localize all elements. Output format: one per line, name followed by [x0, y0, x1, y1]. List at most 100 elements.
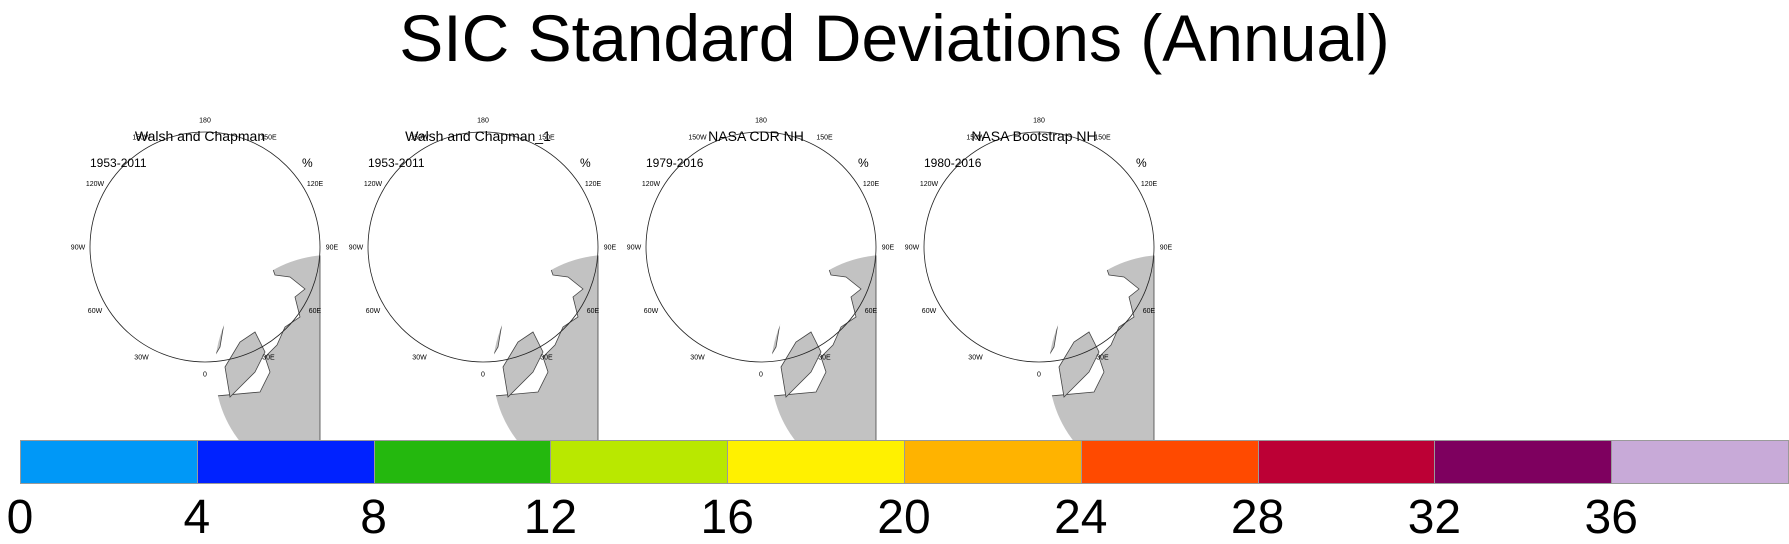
map-panel: 180 150E 120E 90E 60E 30E 0 30W 60W 90W 120W 150W Wa…: [349, 118, 658, 478]
longitude-label: 180: [199, 118, 211, 125]
ocean: [646, 132, 876, 362]
longitude-label: 120W: [364, 181, 383, 188]
map-panel: 180 150E 120E 90E 60E 30E 0 30W 60W 90W 120W 150W NA…: [627, 118, 936, 478]
longitude-label: 150E: [260, 135, 277, 142]
colorbar-box: [1611, 440, 1789, 484]
panel-title: Walsh and Chapman_1: [405, 128, 551, 144]
colorbar-box: [1257, 440, 1436, 484]
longitude-label: 60E: [1143, 308, 1156, 315]
colorbar-tick-label: 4: [183, 491, 211, 544]
longitude-label: 60E: [587, 308, 600, 315]
colorbar-box: [727, 440, 905, 484]
panel-title: Walsh and Chapman: [134, 128, 266, 144]
longitude-label: 150W: [132, 135, 151, 142]
colorbar-tick-label: 20: [877, 491, 931, 544]
polar-map: 180 150E 120E 90E 60E 30E 0 30W 60W 90W 120W 150W: [905, 118, 1173, 478]
colorbar-box: [1080, 440, 1259, 484]
colorbar-tick-label: 16: [700, 491, 754, 544]
polar-map: 180 150E 120E 90E 60E 30E 0 30W 60W 90W 120W 150W: [349, 118, 617, 478]
colorbar-box: [20, 440, 198, 484]
map-panel: 180 150E 120E 90E 60E 30E 0 30W 60W 90W 120W 150W Wa…: [71, 118, 380, 478]
longitude-label: 60E: [309, 308, 322, 315]
panel-title: NASA Bootstrap NH: [971, 128, 1097, 144]
longitude-label: 180: [1033, 118, 1045, 125]
longitude-label: 120E: [307, 181, 324, 188]
longitude-label: 90W: [71, 245, 86, 252]
longitude-label: 120E: [1141, 181, 1158, 188]
longitude-label: 90E: [882, 245, 895, 252]
longitude-label: 0: [481, 372, 485, 379]
panel-unit: %: [302, 156, 313, 170]
longitude-label: 120W: [920, 181, 939, 188]
colorbar-tick-label: 28: [1230, 491, 1285, 544]
longitude-label: 0: [1037, 372, 1041, 379]
longitude-label: 60W: [366, 308, 381, 315]
map-boundary: [645, 131, 877, 363]
longitude-label: 90E: [604, 245, 617, 252]
polar-map: 180 150E 120E 90E 60E 30E 0 30W 60W 90W 120W 150W: [627, 118, 895, 478]
longitude-label: 0: [759, 372, 763, 379]
longitude-label: 90E: [1160, 245, 1173, 252]
map-boundary: [923, 131, 1155, 363]
panel-period: 1953-2011: [368, 156, 425, 170]
longitude-label: 150E: [816, 135, 833, 142]
ocean: [368, 132, 598, 362]
colorbar: [20, 440, 1789, 486]
longitude-label: 180: [477, 118, 489, 125]
colorbar-tick-label: 8: [360, 491, 387, 544]
longitude-label: 150W: [410, 135, 429, 142]
land-mass: [1058, 331, 1100, 398]
longitude-label: 180: [755, 118, 767, 125]
longitude-label: 30W: [690, 355, 705, 362]
longitude-label: 90E: [326, 245, 339, 252]
longitude-label: 0: [203, 372, 207, 379]
colorbar-tick-label: 24: [1054, 491, 1108, 544]
longitude-label: 30W: [134, 355, 149, 362]
longitude-label: 30E: [540, 355, 553, 362]
panel-title: NASA CDR NH: [708, 128, 804, 144]
longitude-label: 60W: [922, 308, 937, 315]
panel-period: 1953-2011: [90, 156, 147, 170]
map-panel: 180 150E 120E 90E 60E 30E 0 30W 60W 90W 120W 150W NA…: [905, 118, 1214, 478]
longitude-label: 90W: [349, 245, 364, 252]
longitude-label: 60W: [644, 308, 659, 315]
land-mass: [224, 331, 266, 398]
colorbar-tick-label: 32: [1407, 491, 1462, 544]
longitude-label: 60W: [88, 308, 103, 315]
figure-title: SIC Standard Deviations (Annual): [399, 1, 1390, 75]
panel-unit: %: [580, 156, 591, 170]
land-mass: [502, 331, 544, 398]
colorbar-box: [373, 440, 552, 484]
colorbar-box: [1434, 440, 1613, 484]
colorbar-tick-label: 12: [523, 491, 578, 544]
longitude-label: 30E: [1096, 355, 1109, 362]
longitude-label: 90W: [627, 245, 642, 252]
longitude-label: 30E: [262, 355, 275, 362]
colorbar-tick-label: 36: [1584, 491, 1638, 544]
longitude-label: 30W: [412, 355, 427, 362]
map-boundary: [367, 131, 599, 363]
longitude-label: 150E: [538, 135, 555, 142]
longitude-label: 90W: [905, 245, 920, 252]
colorbar-box: [904, 440, 1082, 484]
colorbar-tick-label: 0: [6, 491, 34, 544]
colorbar-box: [550, 440, 729, 484]
panel-unit: %: [858, 156, 869, 170]
polar-map: 180 150E 120E 90E 60E 30E 0 30W 60W 90W 120W 150W: [71, 118, 339, 478]
longitude-label: 120W: [642, 181, 661, 188]
map-boundary: [89, 131, 321, 363]
ocean: [90, 132, 320, 362]
panel-unit: %: [1136, 156, 1147, 170]
longitude-label: 30E: [818, 355, 831, 362]
longitude-label: 120E: [585, 181, 602, 188]
land-mass: [780, 331, 822, 398]
longitude-label: 120E: [863, 181, 880, 188]
ocean: [924, 132, 1154, 362]
longitude-label: 60E: [865, 308, 878, 315]
panel-period: 1979-2016: [646, 156, 704, 170]
longitude-label: 150W: [966, 135, 985, 142]
longitude-label: 30W: [968, 355, 983, 362]
longitude-label: 120W: [86, 181, 105, 188]
longitude-label: 150E: [1094, 135, 1111, 142]
colorbar-box: [196, 440, 375, 484]
